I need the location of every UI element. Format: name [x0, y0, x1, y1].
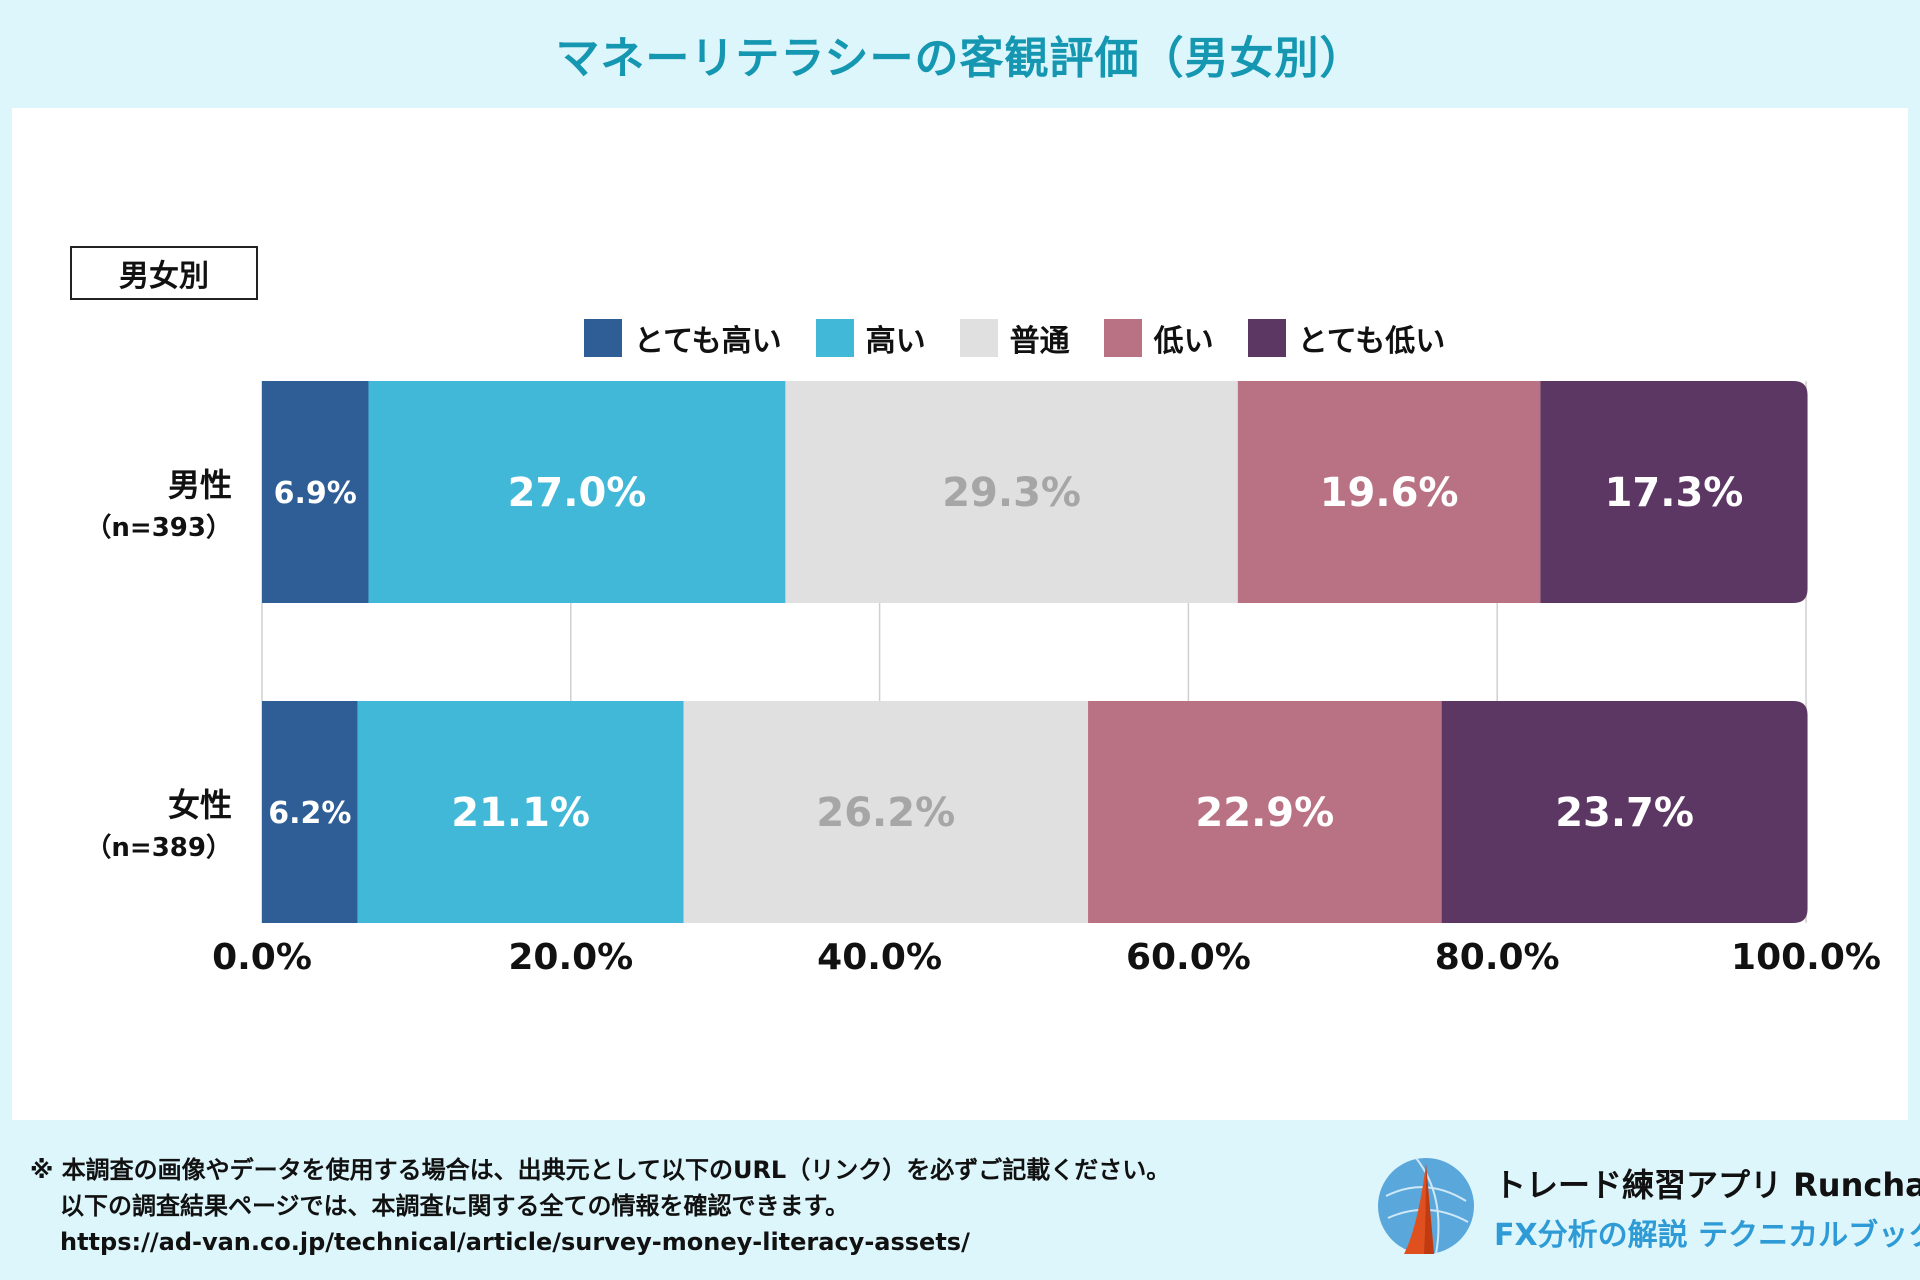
- category-label: 女性: [168, 786, 232, 824]
- legend-label: 普通: [1009, 324, 1070, 359]
- legend-item-very-high: とても高い: [584, 316, 782, 360]
- category-n-label: （n=389）: [85, 833, 232, 863]
- x-tick-label: 100.0%: [1731, 937, 1881, 978]
- bar-segment: [683, 701, 1089, 923]
- usage-note: ※ 本調査の画像やデータを使用する場合は、出典元として以下のURL（リンク）を必…: [30, 1152, 1310, 1260]
- x-tick-label: 0.0%: [212, 937, 312, 978]
- data-label: 26.2%: [816, 790, 955, 836]
- x-tick-label: 80.0%: [1435, 937, 1560, 978]
- data-label: 6.2%: [268, 796, 351, 831]
- usage-note-line-2: 以下の調査結果ページでは、本調査に関する全ての情報を確認できます。: [60, 1192, 850, 1220]
- x-tick-label: 20.0%: [508, 937, 633, 978]
- legend-label: とても低い: [1297, 324, 1446, 359]
- legend-item-normal: 普通: [959, 316, 1070, 360]
- runcha-logo-icon: [1378, 1157, 1474, 1255]
- brand-block: トレード練習アプリ Runcha FX分析の解説 テクニカルブック: [1376, 1152, 1920, 1262]
- usage-note-line-1: ※ 本調査の画像やデータを使用する場合は、出典元として以下のURL（リンク）を必…: [30, 1156, 1171, 1184]
- bar-segment: [262, 381, 369, 603]
- bar-segment: [1237, 381, 1541, 603]
- data-label: 21.1%: [451, 790, 590, 836]
- group-label-box: 男女別: [70, 246, 258, 300]
- category-n-label: （n=393）: [85, 513, 232, 543]
- bar-segment: [368, 381, 786, 603]
- brand-subtitle: FX分析の解説 テクニカルブック: [1494, 1218, 1920, 1253]
- bar-segment: [785, 381, 1238, 603]
- legend-label: とても高い: [634, 324, 782, 359]
- legend-label: 低い: [1153, 324, 1214, 359]
- stacked-bar-chart: 6.9% 27.0% 29.3% 19.6% 17.3% 男性 （n=393） 6.2% 21.…: [85, 381, 1881, 978]
- chart-panel: [12, 108, 1908, 1120]
- bar-segment: [262, 701, 358, 923]
- legend-item-high: 高い: [815, 316, 926, 360]
- brand-name: トレード練習アプリ Runcha: [1494, 1166, 1920, 1204]
- bar-segment: [1088, 701, 1442, 923]
- source-url[interactable]: https://ad-van.co.jp/technical/article/s…: [60, 1228, 970, 1256]
- data-label: 19.6%: [1320, 470, 1459, 516]
- x-tick-label: 60.0%: [1126, 937, 1251, 978]
- data-label: 29.3%: [942, 470, 1081, 516]
- legend-swatch: [959, 319, 998, 357]
- legend-swatch: [815, 319, 854, 357]
- bar-segment: [1540, 381, 1808, 603]
- data-label: 23.7%: [1555, 790, 1694, 836]
- data-label: 27.0%: [508, 470, 647, 516]
- bar-segment: [357, 701, 684, 923]
- legend-swatch: [1247, 319, 1286, 357]
- legend-swatch: [584, 319, 622, 357]
- page-title: マネーリテラシーの客観評価（男女別）: [555, 33, 1365, 84]
- data-label: 6.9%: [274, 476, 357, 511]
- category-label: 男性: [168, 466, 232, 504]
- bar-segment: [1441, 701, 1808, 923]
- legend-item-very-low: とても低い: [1247, 316, 1446, 360]
- x-tick-label: 40.0%: [817, 937, 942, 978]
- legend-label: 高い: [865, 324, 926, 359]
- data-label: 17.3%: [1605, 470, 1744, 516]
- legend-swatch: [1103, 319, 1142, 357]
- chart-legend: とても高い 高い 普通 低い とても低い: [584, 316, 1479, 360]
- legend-item-low: 低い: [1103, 316, 1214, 360]
- data-label: 22.9%: [1195, 790, 1334, 836]
